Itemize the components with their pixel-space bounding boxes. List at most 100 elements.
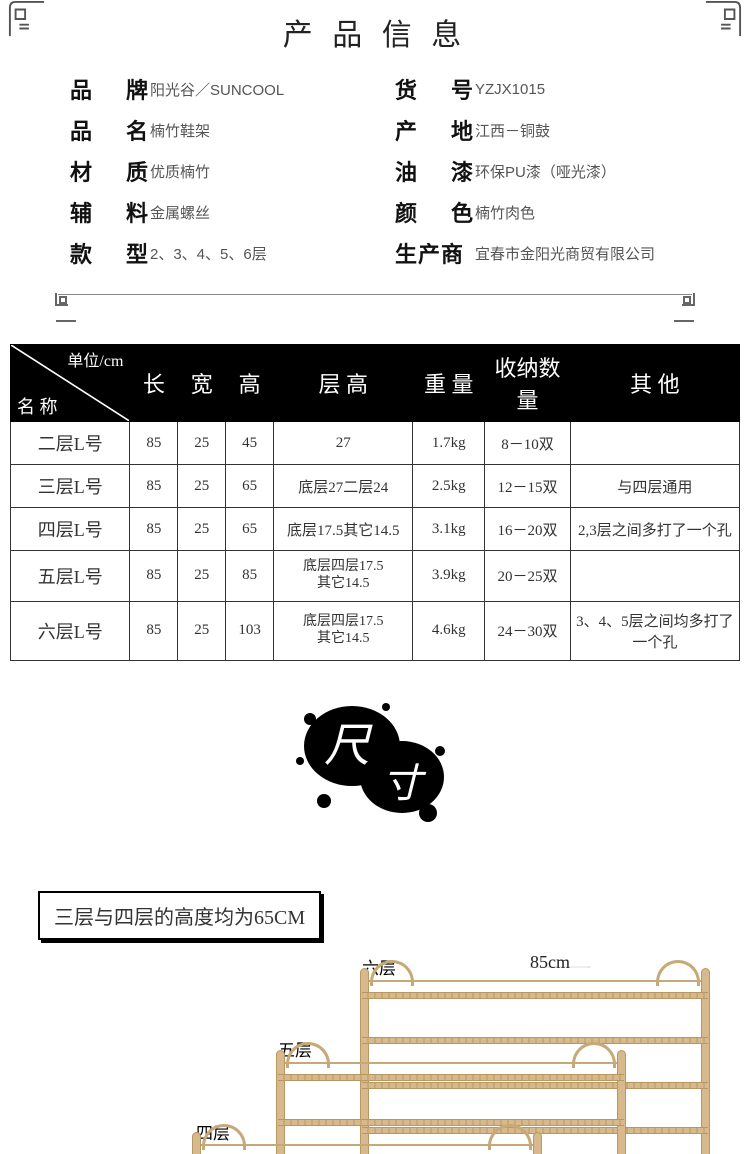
table-row: 五层L号852585底层四层17.5 其它14.53.9kg20－25双 <box>11 551 740 602</box>
info-row: 产 地江西－铜鼓 <box>395 114 690 146</box>
info-value: 环保PU漆（哑光漆） <box>475 161 616 182</box>
info-row: 油 漆环保PU漆（哑光漆） <box>395 155 690 187</box>
spec-header-diag: 单位/cm名 称 <box>11 345 130 422</box>
spec-cell: 25 <box>178 465 226 508</box>
width-dim-label: 85cm <box>530 954 570 973</box>
info-label: 材 质 <box>70 155 150 187</box>
spec-header-cell: 其 他 <box>570 345 739 422</box>
table-row: 四层L号852565底层17.5其它14.53.1kg16－20双2,3层之间多… <box>11 508 740 551</box>
info-row: 辅 料金属螺丝 <box>70 196 365 228</box>
info-row: 货 号YZJX1015 <box>395 73 690 105</box>
info-col-right: 货 号YZJX1015产 地江西－铜鼓油 漆环保PU漆（哑光漆）颜 色楠竹肉色生… <box>395 64 690 278</box>
spec-header-cell: 收纳数量 <box>485 345 571 422</box>
spec-cell: 85 <box>130 465 178 508</box>
scroll-ornament-icon <box>666 291 698 328</box>
divider-ornament <box>58 294 692 324</box>
spec-cell: 25 <box>178 601 226 660</box>
spec-cell <box>570 551 739 602</box>
info-row: 颜 色楠竹肉色 <box>395 196 690 228</box>
spec-cell: 103 <box>226 601 274 660</box>
spec-cell: 3.9kg <box>413 551 485 602</box>
spec-cell: 2,3层之间多打了一个孔 <box>570 508 739 551</box>
product-sketch: 六层 五层 四层 85cm <box>0 954 750 1154</box>
info-label: 品 牌 <box>70 73 150 105</box>
spec-cell: 24－30双 <box>485 601 571 660</box>
spec-cell: 1.7kg <box>413 422 485 465</box>
table-row: 三层L号852565底层27二层242.5kg12－15双与四层通用 <box>11 465 740 508</box>
spec-cell: 85 <box>130 508 178 551</box>
info-row: 生产商宜春市金阳光商贸有限公司 <box>395 237 690 269</box>
spec-name-cell: 五层L号 <box>11 551 130 602</box>
info-label: 产 地 <box>395 114 475 146</box>
spec-cell: 12－15双 <box>485 465 571 508</box>
spec-cell: 4.6kg <box>413 601 485 660</box>
spec-header-cell: 高 <box>226 345 274 422</box>
spec-header-cell: 层 高 <box>274 345 413 422</box>
product-info: 品 牌阳光谷／SUNCOOL品 名楠竹鞋架材 质优质楠竹辅 料金属螺丝款 型2、… <box>40 60 710 288</box>
info-label: 款 型 <box>70 237 150 269</box>
spec-cell: 16－20双 <box>485 508 571 551</box>
info-label: 生产商 <box>395 237 475 269</box>
rack-5 <box>276 1062 626 1154</box>
info-row: 款 型2、3、4、5、6层 <box>70 237 365 269</box>
ink-splash-icon <box>290 691 460 831</box>
spec-cell: 25 <box>178 551 226 602</box>
section-title: 产 品 信 息 <box>40 10 710 54</box>
spec-cell: 25 <box>178 422 226 465</box>
info-label: 油 漆 <box>395 155 475 187</box>
info-label: 辅 料 <box>70 196 150 228</box>
info-value: YZJX1015 <box>475 81 545 98</box>
spec-cell: 85 <box>130 601 178 660</box>
info-value: 宜春市金阳光商贸有限公司 <box>475 243 655 264</box>
rack-4 <box>192 1144 542 1154</box>
spec-cell: 底层四层17.5 其它14.5 <box>274 601 413 660</box>
corner-ornament-icon <box>704 0 742 38</box>
spec-cell: 65 <box>226 465 274 508</box>
info-value: 阳光谷／SUNCOOL <box>150 79 284 100</box>
spec-cell: 27 <box>274 422 413 465</box>
spec-header-row: 单位/cm名 称长宽高层 高重 量收纳数量其 他 <box>11 345 740 422</box>
spec-header-cell: 宽 <box>178 345 226 422</box>
table-row: 二层L号852545271.7kg8－10双 <box>11 422 740 465</box>
spec-name-cell: 六层L号 <box>11 601 130 660</box>
spec-table: 单位/cm名 称长宽高层 高重 量收纳数量其 他 二层L号852545271.7… <box>10 344 740 661</box>
spec-cell: 2.5kg <box>413 465 485 508</box>
info-value: 楠竹鞋架 <box>150 120 210 141</box>
info-row: 品 名楠竹鞋架 <box>70 114 365 146</box>
info-value: 金属螺丝 <box>150 202 210 223</box>
info-value: 优质楠竹 <box>150 161 210 182</box>
ink-heading: 尺 寸 <box>0 691 750 831</box>
spec-cell: 20－25双 <box>485 551 571 602</box>
info-value: 2、3、4、5、6层 <box>150 243 267 264</box>
info-label: 货 号 <box>395 73 475 105</box>
spec-cell: 65 <box>226 508 274 551</box>
spec-name-cell: 二层L号 <box>11 422 130 465</box>
spec-header-cell: 重 量 <box>413 345 485 422</box>
table-row: 六层L号8525103底层四层17.5 其它14.54.6kg24－30双3、4… <box>11 601 740 660</box>
size-note: 三层与四层的高度均为65CM <box>38 891 321 940</box>
spec-header-cell: 长 <box>130 345 178 422</box>
spec-cell <box>570 422 739 465</box>
info-label: 颜 色 <box>395 196 475 228</box>
spec-cell: 85 <box>226 551 274 602</box>
info-row: 品 牌阳光谷／SUNCOOL <box>70 73 365 105</box>
spec-cell: 底层17.5其它14.5 <box>274 508 413 551</box>
info-label: 品 名 <box>70 114 150 146</box>
spec-cell: 3、4、5层之间均多打了一个孔 <box>570 601 739 660</box>
spec-body: 二层L号852545271.7kg8－10双三层L号852565底层27二层24… <box>11 422 740 661</box>
scroll-ornament-icon <box>52 291 84 328</box>
spec-cell: 85 <box>130 422 178 465</box>
spec-cell: 与四层通用 <box>570 465 739 508</box>
spec-cell: 85 <box>130 551 178 602</box>
spec-name-cell: 四层L号 <box>11 508 130 551</box>
corner-ornament-icon <box>8 0 46 38</box>
info-value: 江西－铜鼓 <box>475 120 550 141</box>
spec-cell: 底层四层17.5 其它14.5 <box>274 551 413 602</box>
info-value: 楠竹肉色 <box>475 202 535 223</box>
info-row: 材 质优质楠竹 <box>70 155 365 187</box>
spec-cell: 3.1kg <box>413 508 485 551</box>
ink-ch1: 尺 <box>324 709 370 775</box>
ink-ch2: 寸 <box>382 751 422 809</box>
spec-name-cell: 三层L号 <box>11 465 130 508</box>
spec-cell: 45 <box>226 422 274 465</box>
